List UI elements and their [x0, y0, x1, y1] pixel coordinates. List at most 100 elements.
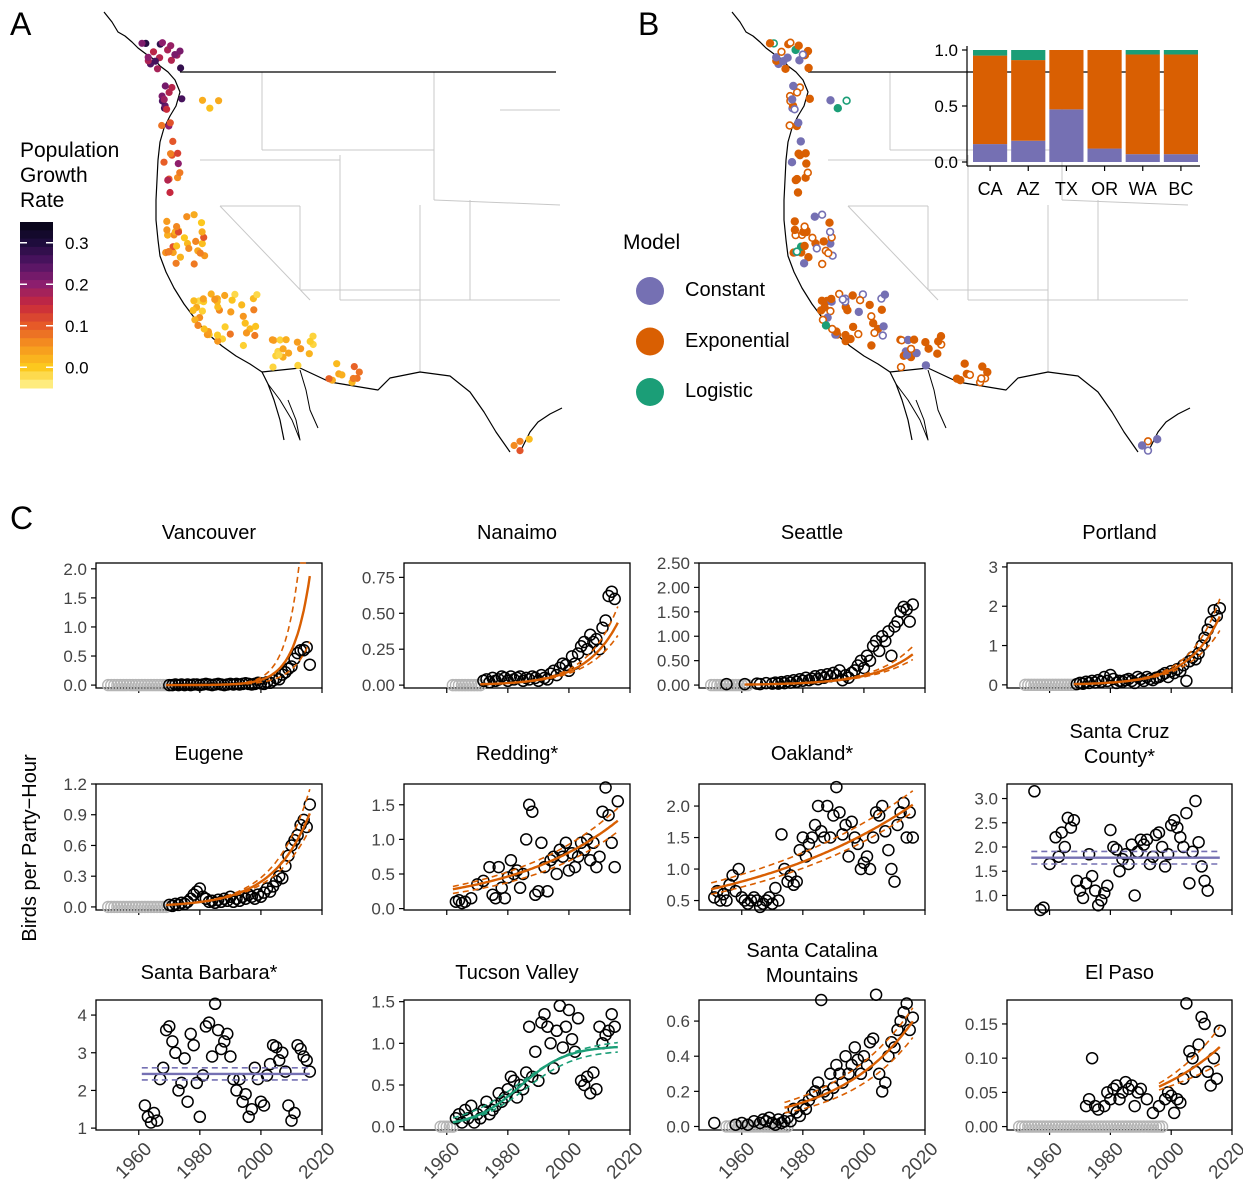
growth-rate-site — [239, 341, 247, 350]
panel-title: Santa Catalina — [746, 940, 878, 962]
observation-point — [729, 1118, 742, 1131]
y-tick-label: 0.0 — [371, 900, 395, 919]
model-site — [801, 149, 810, 158]
zero-count-point — [1088, 1120, 1102, 1133]
observation-point — [1104, 668, 1117, 682]
panel-title: Nanaimo — [477, 522, 557, 544]
y-tick-label: 0.5 — [666, 892, 690, 911]
stacked-bar-segment — [1125, 154, 1160, 162]
observation-point — [1085, 1051, 1099, 1065]
observation-point — [202, 1016, 216, 1029]
zero-count-point — [1140, 1120, 1154, 1133]
observation-point — [811, 1076, 825, 1089]
observation-point — [1101, 674, 1114, 688]
growth-rate-site — [305, 350, 313, 358]
observation-point — [248, 892, 262, 905]
growth-rate-site — [183, 213, 191, 221]
observation-point — [842, 850, 855, 863]
observation-point — [489, 891, 502, 905]
observation-point — [285, 1114, 298, 1127]
zero-count-point — [1019, 678, 1032, 692]
observation-point — [254, 1095, 268, 1108]
model-site — [796, 137, 805, 146]
colorbar-segment — [20, 222, 53, 231]
observation-point — [802, 837, 816, 851]
observation-point — [796, 674, 810, 687]
fit-line — [744, 653, 914, 686]
model-site — [960, 359, 969, 368]
growth-rate-site — [166, 188, 174, 197]
zero-count-point — [1128, 1120, 1141, 1133]
x-tick-label: 2020 — [898, 1139, 943, 1184]
zero-count-point — [1101, 1120, 1114, 1133]
y-tick-label: 0.5 — [371, 865, 395, 884]
zero-count-point — [461, 678, 475, 692]
zero-count-point — [455, 678, 469, 692]
growth-rate-site — [176, 47, 184, 55]
model-site — [854, 307, 863, 317]
growth-rate-site — [172, 259, 180, 267]
observation-point — [1134, 1082, 1148, 1096]
zero-count-point — [156, 900, 170, 914]
model-site — [909, 335, 919, 344]
zero-count-point — [1031, 1120, 1044, 1133]
observation-point — [166, 1035, 179, 1048]
observation-point — [888, 875, 901, 888]
observation-point — [510, 1091, 524, 1104]
observation-point — [605, 836, 618, 850]
colorbar-segment — [20, 346, 53, 356]
observation-point — [872, 1067, 886, 1081]
observation-point — [888, 1041, 901, 1054]
panel-title: Oakland* — [771, 743, 853, 765]
model-site — [827, 324, 837, 334]
model-site — [855, 296, 865, 305]
colorbar-tick-label: 0.2 — [65, 275, 89, 294]
zero-count-point — [464, 678, 478, 692]
observation-point — [532, 885, 545, 898]
observation-point — [559, 658, 573, 672]
time-series-panel: Seattle 0.00 0.50 1.00 1.50 2.00 2.50 — [657, 522, 926, 695]
fit-line — [166, 812, 311, 907]
observation-point — [297, 1050, 310, 1063]
fit-upper-bound — [452, 1041, 618, 1119]
growth-rate-site — [228, 296, 236, 304]
model-site — [848, 291, 857, 300]
y-tick-label: 0.25 — [362, 640, 395, 659]
observation-point — [251, 888, 265, 901]
zero-count-point — [446, 678, 460, 692]
gulf-of-california-coast — [927, 369, 947, 429]
stacked-bar-segment — [1163, 54, 1198, 155]
panel-frame — [698, 783, 926, 911]
colorbar-segment — [20, 230, 53, 240]
fit-line — [480, 622, 619, 686]
growth-rate-site — [275, 351, 283, 359]
observation-point — [547, 1062, 560, 1075]
state-border — [433, 199, 561, 206]
panel-frame — [95, 562, 323, 689]
observation-point — [811, 799, 825, 813]
observation-point — [1095, 894, 1108, 907]
observation-point — [571, 1012, 585, 1025]
colorbar-segment — [20, 321, 53, 331]
y-tick-label: 1.0 — [666, 860, 690, 879]
zero-count-point — [144, 678, 158, 692]
observation-point — [720, 677, 733, 691]
observation-point — [906, 831, 920, 844]
zero-count-point — [705, 678, 718, 692]
observation-point — [464, 891, 478, 905]
growth-rate-site — [196, 249, 204, 257]
model-legend-swatch — [636, 378, 664, 406]
model-site — [786, 38, 795, 47]
growth-rate-site — [293, 338, 301, 346]
observation-point — [1088, 1099, 1102, 1113]
fit-line — [784, 1020, 914, 1109]
gulf-coast — [1147, 407, 1191, 453]
time-series-panel: Vancouver 0.0 0.5 1.0 1.5 2.0 — [63, 522, 323, 695]
observation-point — [1128, 889, 1141, 902]
observation-point — [239, 892, 252, 905]
growth-rate-site — [510, 441, 518, 450]
growth-rate-site — [215, 97, 223, 105]
growth-rate-site — [198, 307, 206, 315]
zero-count-point — [1113, 1120, 1126, 1133]
